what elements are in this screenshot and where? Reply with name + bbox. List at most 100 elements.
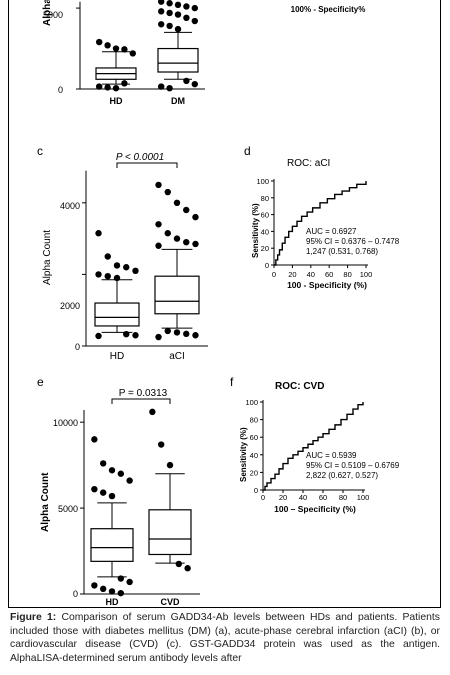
panel-a-dm-outlier-point [183, 3, 190, 10]
panel-a-dm-outlier-point [158, 83, 165, 90]
panel-d-ytick-label: 80 [261, 194, 269, 203]
panel-a-hd-outlier-point [96, 83, 103, 90]
panel-f-title: ROC: CVD [275, 381, 324, 392]
panel-a-dm-outlier-point [174, 1, 182, 9]
panel-c-aci-outlier-point [155, 242, 162, 249]
panel-d-xtick-label: 20 [288, 270, 296, 279]
panel-c-pvalue: P < 0.0001 [116, 152, 164, 163]
panel-d-ytick-label: 40 [261, 227, 269, 236]
panel-c-hd-outlier-point [113, 274, 121, 282]
panel-a-dm-outlier-point [158, 8, 165, 15]
panel-e-xlabel-hd: HD [106, 597, 119, 607]
panel-c-hd-outlier-point [123, 330, 130, 338]
panel-d-ytick-label: 0 [265, 261, 269, 270]
panel-a-dm-outlier-point [174, 11, 182, 18]
panel-a-hd-outlier-point [112, 45, 120, 52]
panel-c-aci-outlier-point [173, 199, 181, 206]
panel-e-xlabel-cvd: CVD [160, 597, 180, 607]
panel-d-xtick-label: 0 [272, 270, 276, 279]
panel-a-dm-outlier-point [183, 77, 190, 85]
panel-d-title: ROC: aCI [287, 158, 330, 169]
panel-c-hd-outlier-point [95, 332, 102, 340]
panel-d-ytick-label: 20 [261, 244, 269, 253]
panel-c-aci-box [154, 275, 200, 315]
panel-a-hd-outlier-point [104, 84, 111, 91]
panel-a-dm-outlier-point [191, 4, 198, 12]
panel-e-hd-outlier-point [91, 436, 98, 443]
panel-c-aci-outlier-point [183, 238, 190, 246]
panel-c-aci-outlier-point [164, 188, 171, 196]
panel-a-hd-outlier-point [112, 84, 120, 92]
panel-e-hd-outlier-point [117, 589, 125, 597]
panel-a-dm-outlier-point [158, 21, 165, 28]
panel-c-hd-outlier-point [132, 267, 139, 275]
panel-e-ytick-5000: 5000 [58, 504, 78, 514]
panel-e-hd-outlier-point [126, 578, 133, 586]
panel-f-ylabel: Sensitivity (%) [239, 427, 248, 482]
panel-c-letter: c [37, 144, 43, 158]
panel-f-xlabel: 100 – Specificity (%) [274, 504, 356, 514]
panel-e-hd-outlier-point [99, 585, 107, 593]
panel-e-hd-outlier-point [91, 485, 98, 493]
panel-d-roc-curve [274, 181, 367, 266]
panel-a-hd-outlier-point [104, 42, 111, 49]
panel-e-hd-outlier-point [108, 492, 116, 500]
panel-a-ytick-zero: 0 [58, 85, 63, 95]
panel-c-ytick-0: 0 [75, 342, 80, 352]
panel-c-xlabel-aci: aCI [169, 351, 185, 362]
panel-c-hd-outlier-point [104, 253, 111, 260]
panel-e-hd-outlier-point [117, 470, 125, 477]
panel-c-aci-outlier-point [192, 240, 199, 248]
panel-e-cvd-outlier-point [166, 461, 174, 469]
panel-c-aci-outlier-point [164, 327, 171, 335]
panel-e-hd-box [90, 528, 134, 562]
panel-d-xtick-label: 100 [360, 270, 373, 279]
panel-a-ytick-top: 5000 [43, 10, 63, 20]
panel-a-xlabel-dm: DM [171, 96, 185, 106]
panel-f-xtick-label: 60 [319, 493, 327, 502]
panel-a-dm-outlier-point [191, 17, 198, 25]
panel-a-dm-outlier-point [166, 0, 173, 7]
panel-e-hd-outlier-point [99, 460, 107, 467]
panel-d-xtick-label: 40 [307, 270, 315, 279]
panel-d-cutoff: 1,247 (0.531, 0.768) [306, 247, 378, 256]
panel-e-hd-outlier-point [117, 575, 125, 582]
panel-c-aci-outlier-point [192, 213, 199, 221]
panel-f-ytick-label: 20 [250, 468, 258, 477]
panel-d-xtick-label: 80 [343, 270, 351, 279]
panel-a-hd-outlier-point [96, 38, 103, 46]
panel-b-xlabel: 100% - Specificity% [291, 5, 366, 14]
panel-f-xtick-label: 0 [261, 493, 265, 502]
panel-f-ytick-label: 0 [254, 486, 258, 495]
panel-a-hd-outlier-point [129, 50, 136, 57]
panel-f-xtick-label: 80 [339, 493, 347, 502]
panel-c-hd-box [94, 302, 140, 327]
caption-label: Figure 1: [10, 612, 57, 623]
panel-c-aci-outlier-point [173, 329, 181, 336]
panel-e-hd-outlier-point [99, 489, 107, 496]
panel-d-ytick-label: 100 [256, 177, 269, 186]
panel-c-hd-outlier-point [95, 271, 102, 278]
panel-e-letter: e [37, 375, 44, 389]
panel-e-cvd-box [148, 509, 192, 556]
panel-c-ytick-4000: 4000 [60, 201, 80, 211]
panel-f-xtick-label: 100 [357, 493, 370, 502]
panel-e-ylabel: Alpha Count [40, 472, 51, 532]
panel-c-hd-outlier-point [95, 230, 102, 237]
panel-c-ytick-2000: 2000 [60, 301, 80, 311]
panel-e-hd-outlier-point [126, 477, 133, 484]
panel-e-significance-bracket [111, 398, 171, 404]
panel-e-hd-outlier-point [91, 582, 98, 589]
panel-c-hd-outlier-point [104, 272, 111, 280]
panel-c-ylabel: Alpha Count [42, 230, 53, 285]
panel-c-aci-outlier-point [192, 332, 199, 339]
panel-d-xtick-label: 60 [325, 270, 333, 279]
panel-c-aci-outlier-point [173, 235, 181, 242]
panel-d-ylabel: Sensitivity (%) [251, 203, 260, 258]
panel-f-ytick-label: 40 [250, 451, 258, 460]
panel-d-ci: 95% CI = 0.6376 – 0.7478 [306, 237, 400, 246]
panel-e-ytick-0: 0 [73, 589, 78, 599]
caption-text: Comparison of serum GADD34-Ab levels bet… [10, 612, 440, 664]
panel-a-dm-outlier-point [183, 14, 190, 21]
panel-a-hd-outlier-point [121, 80, 128, 87]
